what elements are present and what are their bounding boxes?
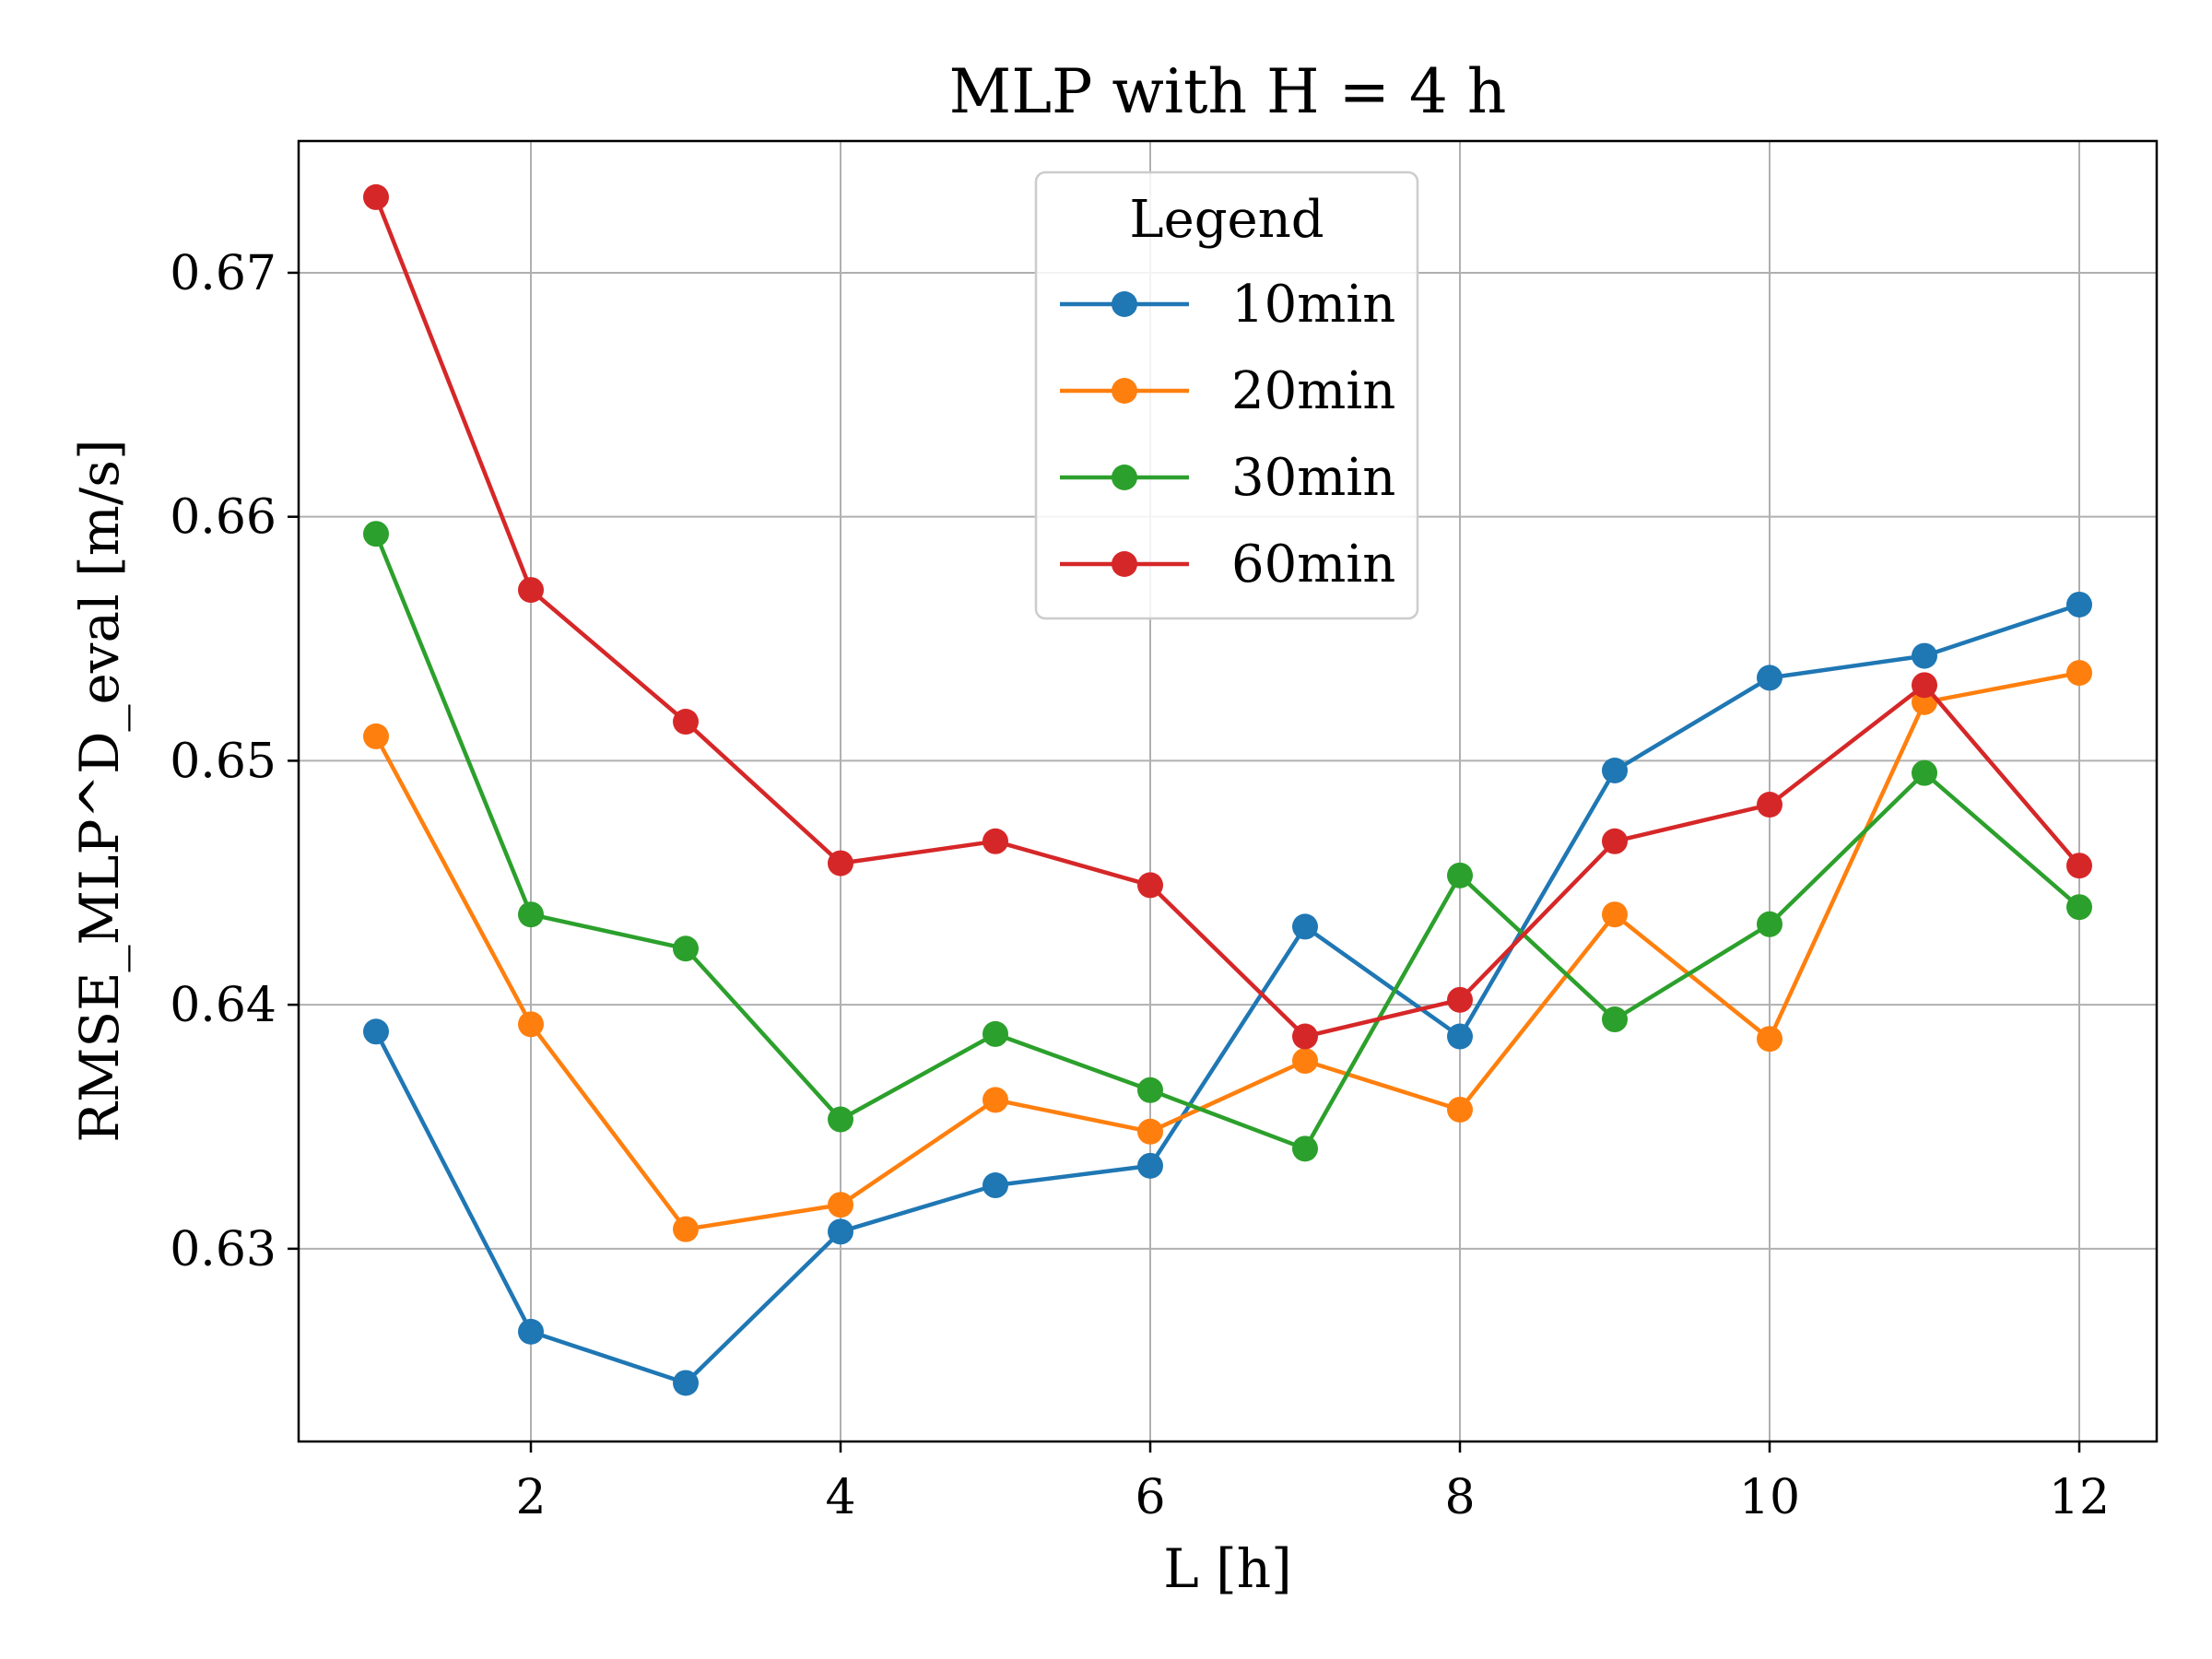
data-point-30min [1447,862,1473,888]
legend-label: 60min [1231,535,1395,594]
data-point-60min [673,709,699,735]
data-point-30min [1292,1135,1318,1162]
y-axis-ticks: 0.63 0.64 0.65 0.66 0.67 [170,246,299,1277]
series-10min [363,591,2092,1396]
legend-label: 20min [1231,361,1395,421]
data-point-30min [673,935,699,962]
legend-box [1034,171,1419,620]
data-point-10min [1447,1023,1473,1050]
data-point-60min [518,577,544,604]
legend-entry-30min: 30min [1060,448,1395,508]
data-point-60min [2066,853,2092,879]
legend-entry-60min: 60min [1060,535,1395,594]
data-point-10min [363,1018,389,1045]
data-point-30min [1757,911,1783,937]
series-60min [363,183,2092,1050]
data-point-20min [673,1216,699,1242]
data-point-20min [2066,660,2092,687]
data-point-20min [518,1011,544,1038]
data-point-30min [363,521,389,547]
data-point-30min [1912,759,1937,786]
data-point-20min [1292,1048,1318,1075]
y-tick-label: 0.63 [170,1222,276,1277]
data-point-60min [1292,1023,1318,1050]
x-tick-label: 6 [1135,1470,1165,1525]
legend-marker-swatch [1112,465,1137,490]
x-tick-label: 8 [1444,1470,1475,1525]
series-line-10min [374,602,2080,1385]
data-point-10min [673,1370,699,1396]
legend-entry-20min: 20min [1060,361,1395,421]
series-30min [363,521,2092,1162]
data-point-10min [1292,913,1318,940]
plot-area-frame [297,139,2159,1443]
data-point-60min [1912,672,1937,699]
legend: Legend 10min 20min 30min 60min [1034,171,1419,620]
legend-marker-swatch [1112,551,1137,577]
data-point-60min [1757,792,1783,818]
data-point-60min [982,828,1008,854]
y-tick-label: 0.64 [170,978,276,1033]
data-point-30min [1137,1077,1163,1103]
y-tick-label: 0.66 [170,490,276,546]
data-point-20min [1137,1118,1163,1145]
x-tick-label: 4 [825,1470,855,1525]
data-point-10min [828,1218,853,1245]
data-point-10min [1137,1152,1163,1179]
data-point-60min [1447,986,1473,1013]
data-point-30min [2066,894,2092,921]
legend-label: 10min [1231,275,1395,335]
x-axis-ticks: 2 4 6 8 10 12 [515,1441,2110,1525]
data-point-20min [982,1087,1008,1113]
data-point-60min [828,850,853,877]
x-tick-label: 2 [515,1470,546,1525]
data-point-10min [2066,591,2092,618]
data-series [363,183,2092,1396]
data-point-20min [363,723,389,749]
y-tick-label: 0.67 [170,246,276,301]
data-point-20min [1447,1096,1473,1123]
legend-entry-10min: 10min [1060,275,1395,335]
series-line-20min [374,670,2080,1231]
x-axis-label: L [h] [1163,1537,1292,1600]
data-point-60min [1137,872,1163,899]
y-tick-label: 0.65 [170,734,276,789]
data-point-30min [982,1020,1008,1047]
data-point-10min [1912,642,1937,669]
data-point-60min [363,183,389,210]
data-point-30min [828,1106,853,1133]
data-point-20min [1757,1026,1783,1053]
data-point-30min [518,901,544,928]
data-point-10min [982,1172,1008,1199]
legend-entries: 10min 20min 30min 60min [1060,275,1395,594]
data-point-30min [1602,1006,1628,1033]
series-line-30min [373,533,2081,1151]
x-tick-label: 10 [1739,1470,1800,1525]
series-20min [363,660,2092,1242]
legend-marker-swatch [1112,378,1137,404]
data-point-10min [1602,757,1628,783]
series-line-60min [373,196,2081,1039]
legend-label: 30min [1231,448,1395,508]
chart-title: MLP with H = 4 h [949,56,1507,127]
data-point-10min [1757,665,1783,691]
data-point-20min [1602,901,1628,928]
y-axis-label: RMSE_MLP^D_eval [m/s] [68,439,131,1142]
legend-title: Legend [1129,190,1324,250]
data-point-60min [1602,828,1628,854]
data-point-10min [518,1318,544,1345]
x-tick-label: 12 [2049,1470,2110,1525]
legend-marker-swatch [1112,291,1137,317]
data-point-20min [828,1192,853,1218]
